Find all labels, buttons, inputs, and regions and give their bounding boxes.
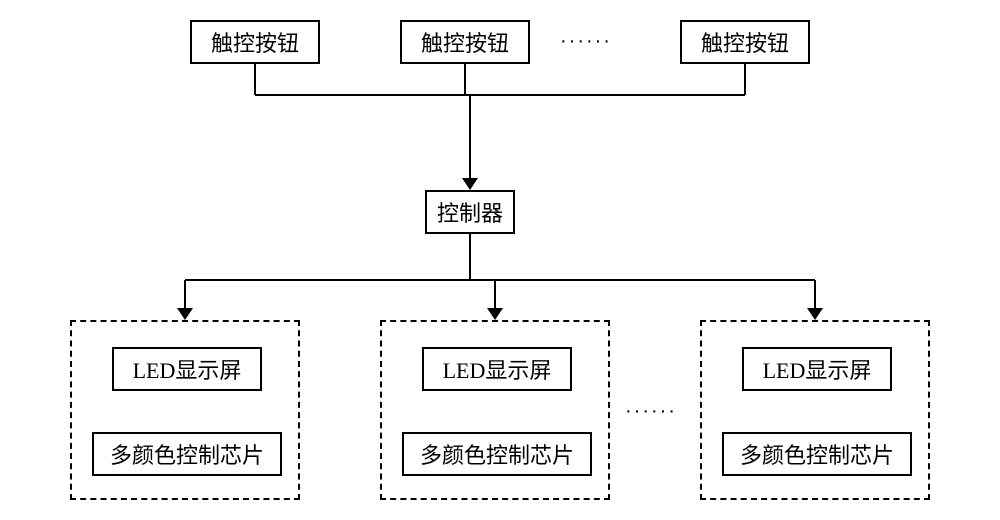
- led-label-1: LED显示屏: [133, 353, 242, 385]
- touch-button-label-2: 触控按钮: [421, 26, 509, 58]
- bottom-ellipsis: ······: [625, 400, 677, 423]
- chip-box-3: 多颜色控制芯片: [722, 432, 912, 476]
- chip-label-1: 多颜色控制芯片: [110, 438, 264, 470]
- controller-box: 控制器: [425, 190, 515, 234]
- led-label-2: LED显示屏: [443, 353, 552, 385]
- led-box-2: LED显示屏: [422, 347, 572, 391]
- chip-box-1: 多颜色控制芯片: [92, 432, 282, 476]
- led-label-3: LED显示屏: [763, 353, 872, 385]
- touch-button-box-1: 触控按钮: [190, 20, 320, 64]
- top-ellipsis: ······: [560, 30, 612, 53]
- chip-box-2: 多颜色控制芯片: [402, 432, 592, 476]
- controller-label: 控制器: [437, 196, 503, 228]
- chip-label-2: 多颜色控制芯片: [420, 438, 574, 470]
- module-box-3: LED显示屏 多颜色控制芯片: [700, 320, 930, 500]
- touch-button-box-3: 触控按钮: [680, 20, 810, 64]
- touch-button-label-3: 触控按钮: [701, 26, 789, 58]
- led-box-1: LED显示屏: [112, 347, 262, 391]
- touch-button-box-2: 触控按钮: [400, 20, 530, 64]
- touch-button-label-1: 触控按钮: [211, 26, 299, 58]
- chip-label-3: 多颜色控制芯片: [740, 438, 894, 470]
- module-box-2: LED显示屏 多颜色控制芯片: [380, 320, 610, 500]
- module-box-1: LED显示屏 多颜色控制芯片: [70, 320, 300, 500]
- led-box-3: LED显示屏: [742, 347, 892, 391]
